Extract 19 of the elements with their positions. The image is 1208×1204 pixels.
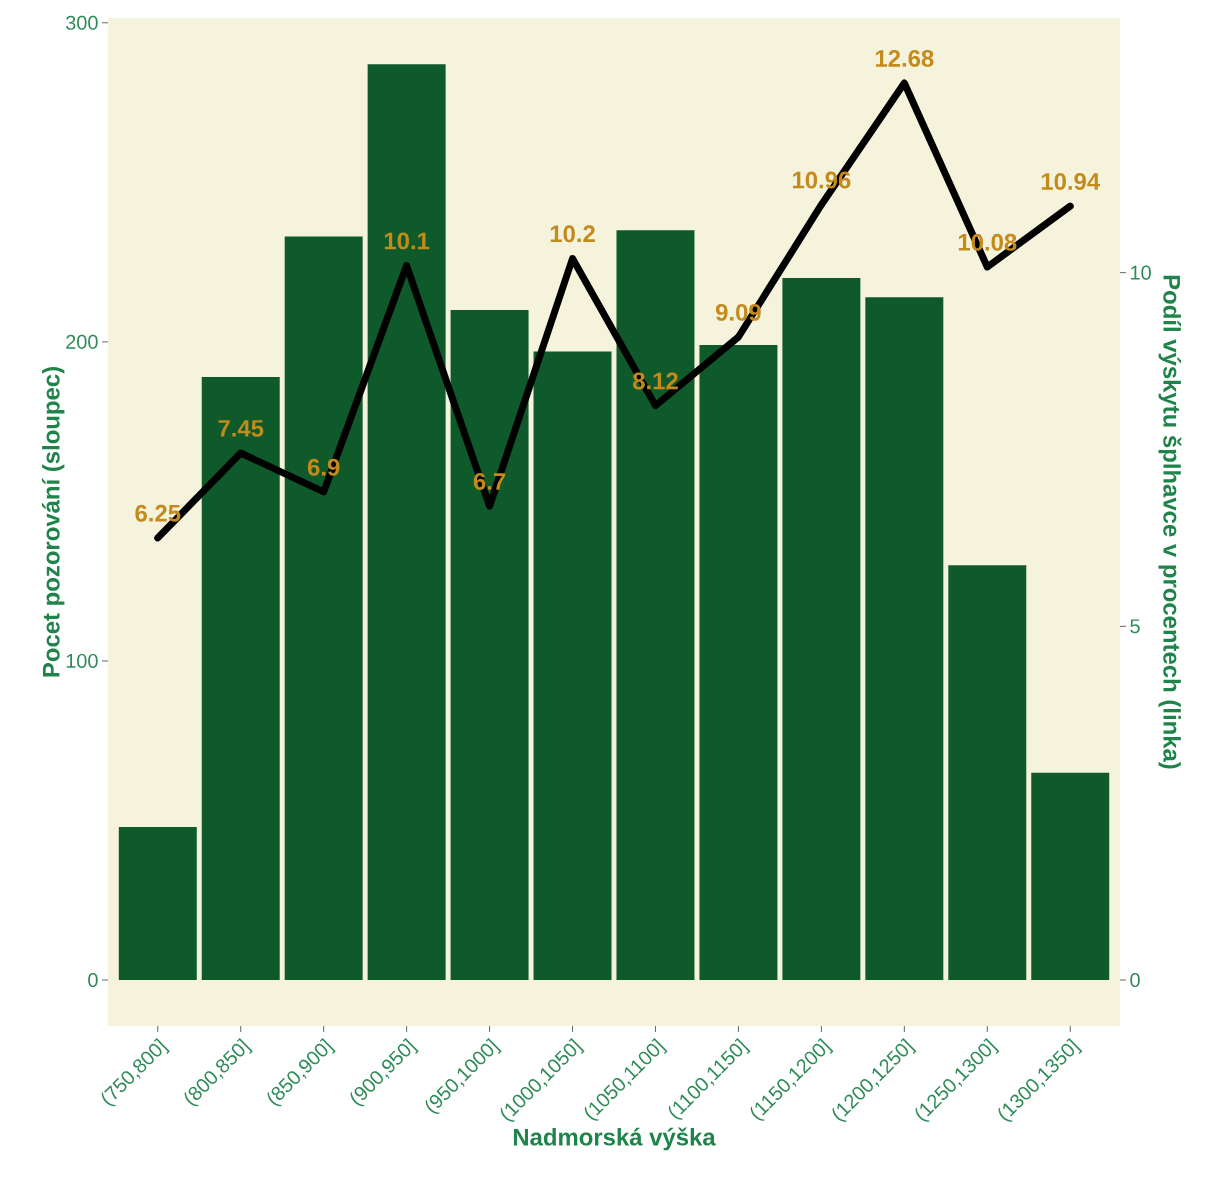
data-label: 8.12	[632, 372, 678, 390]
data-label: 6.25	[135, 504, 181, 522]
y-tick-label: 0	[88, 973, 98, 988]
y2-tick-label: 5	[1130, 619, 1140, 634]
y-tick-label: 200	[66, 334, 98, 349]
data-label: 6.7	[473, 472, 506, 490]
y2-tick-label: 10	[1131, 265, 1151, 280]
data-label: 12.68	[875, 49, 934, 67]
data-label: 7.45	[218, 420, 264, 437]
y-axis-title: Pocet pozorování (sloupec)	[41, 367, 65, 677]
y-tick-label: 100	[66, 653, 98, 669]
y-tick-label: 300	[66, 15, 98, 30]
data-label: 6.9	[307, 458, 340, 476]
y2-axis-title: Podíl výskytu šplhavce v procentech (linka)	[1158, 275, 1182, 769]
data-label: 10.1	[384, 232, 430, 250]
data-label: 10.2	[550, 225, 595, 243]
y2-tick-label: 0	[1130, 972, 1140, 988]
data-label: 10.94	[1041, 173, 1101, 190]
x-axis-title: Nadmorská výška	[513, 1127, 716, 1151]
